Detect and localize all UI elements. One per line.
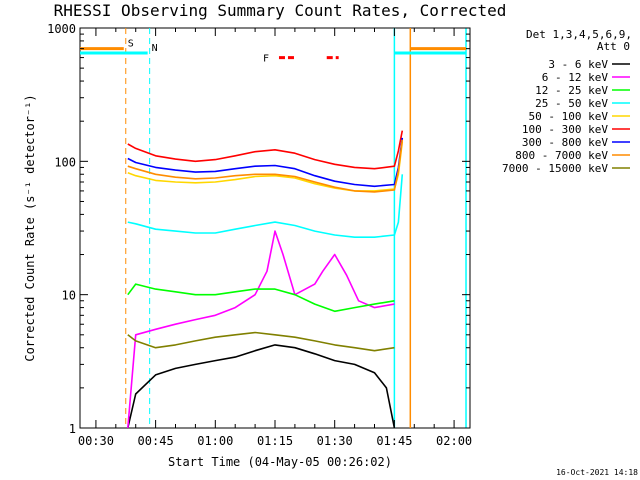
legend-label-6-12-kev: 6 - 12 keV: [542, 71, 609, 84]
series-line-3-6-kev: [127, 344, 396, 429]
legend-label-50-100-kev: 50 - 100 keV: [529, 110, 609, 123]
x-tick-label-01-45: 01:45: [376, 434, 412, 448]
series-line-100-300-kev: [127, 130, 404, 170]
legend-label-800-7000-kev: 800 - 7000 keV: [515, 149, 608, 162]
y-axis-label: Corrected Count Rate (s⁻¹ detector⁻¹): [23, 94, 37, 361]
series-line-12-25-kev: [127, 283, 395, 313]
x-tick-label-00-45: 00:45: [138, 434, 174, 448]
series-line-7000-15000-kev: [127, 331, 395, 352]
x-tick-label-01-15: 01:15: [257, 434, 293, 448]
series-line-300-800-kev: [127, 137, 404, 188]
legend-header-line-2: Att 0: [597, 40, 630, 53]
x-tick-label-01-00: 01:00: [197, 434, 233, 448]
annotation-layer: S N F: [80, 28, 467, 428]
y-tick-label-100: 100: [54, 155, 76, 169]
y-tick-label-1: 1: [69, 422, 76, 436]
legend-label-25-50-kev: 25 - 50 keV: [535, 97, 608, 110]
legend-label-300-800-kev: 300 - 800 keV: [522, 136, 608, 149]
series-line-25-50-kev: [127, 174, 404, 238]
legend-label-100-300-kev: 100 - 300 keV: [522, 123, 608, 136]
chart-title: RHESSI Observing Summary Count Rates, Co…: [54, 1, 507, 20]
series-layer: [127, 130, 404, 429]
annotation-n-label: N: [152, 43, 158, 54]
x-tick-label-02-00: 02:00: [436, 434, 472, 448]
y-tick-label-10: 10: [62, 289, 76, 303]
plot-frame: [79, 27, 471, 429]
axis-layer: 00:30 00:45 01:00 01:15 01:30 01:45 02:00 1 10 10…: [47, 22, 472, 448]
legend-label-7000-15000-kev: 7000 - 15000 keV: [502, 162, 608, 175]
x-tick-label-00-30: 00:30: [78, 434, 114, 448]
legend-label-12-25-kev: 12 - 25 keV: [535, 84, 608, 97]
legend-header-line-1: Det 1,3,4,5,6,9,: [526, 28, 632, 41]
footer-timestamp: 16-Oct-2021 14:18: [556, 468, 638, 477]
series-line-800-7000-kev: [127, 139, 404, 193]
legend-label-3-6-kev: 3 - 6 keV: [548, 58, 608, 71]
annotation-f-label: F: [263, 54, 269, 65]
x-axis-label: Start Time (04-May-05 00:26:02): [168, 455, 392, 469]
x-tick-label-01-30: 01:30: [317, 434, 353, 448]
annotation-s-label: S: [128, 39, 134, 50]
series-line-50-100-kev: [127, 141, 404, 192]
y-tick-label-1000: 1000: [47, 22, 76, 36]
series-line-6-12-kev: [127, 230, 395, 429]
